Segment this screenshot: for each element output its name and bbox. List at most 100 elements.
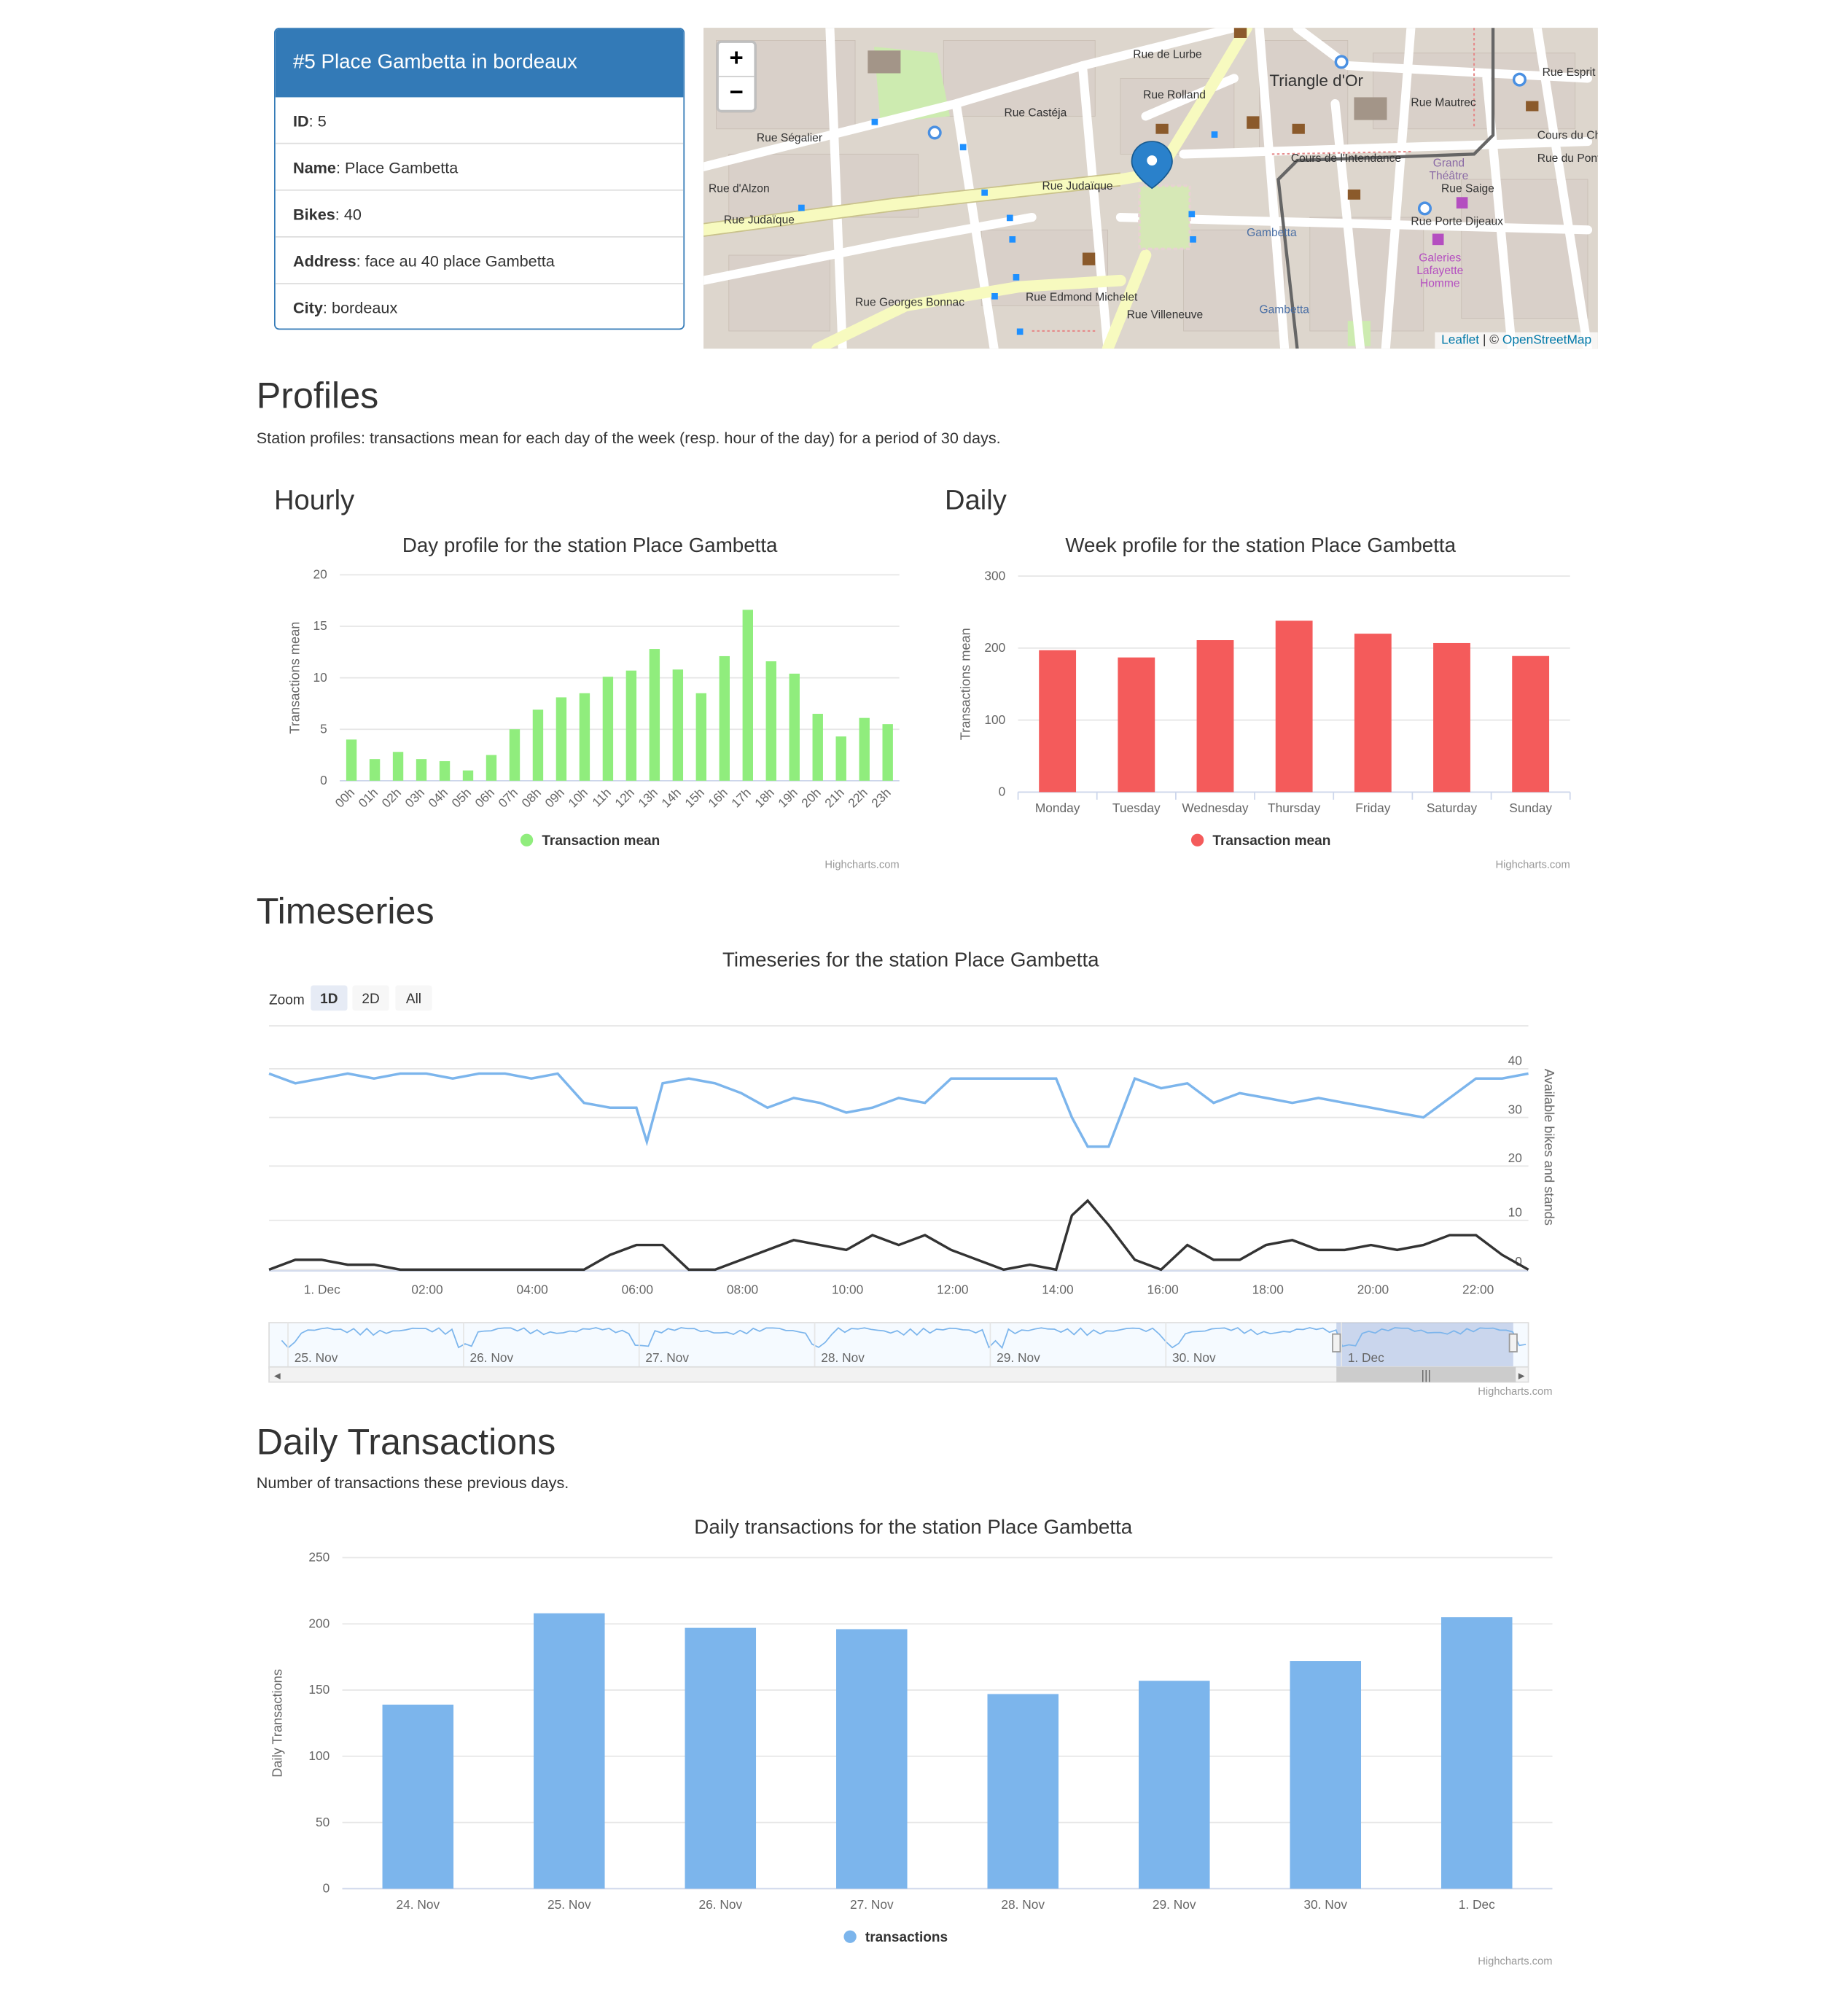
navigator-handle-left bbox=[1332, 1333, 1341, 1352]
map-label: Rue Georges Bonnac bbox=[855, 295, 965, 308]
x-tick-label: 00h bbox=[332, 785, 358, 811]
bar bbox=[486, 755, 497, 781]
map-zoom-control: + − bbox=[716, 40, 757, 113]
navigator-label: 25. Nov bbox=[295, 1350, 338, 1365]
bar bbox=[835, 736, 846, 781]
y-tick-label: 250 bbox=[308, 1550, 330, 1565]
bar bbox=[532, 709, 544, 781]
map-label: Rue Edmond Michelet bbox=[1025, 290, 1138, 303]
y-tick-label: 0 bbox=[999, 785, 1006, 799]
x-tick-label: 10h bbox=[565, 785, 590, 811]
zoom-1d-button[interactable]: 1D bbox=[311, 985, 348, 1011]
credits: Highcharts.com bbox=[824, 859, 899, 871]
x-tick-label: 18h bbox=[752, 785, 777, 811]
map-label: Rue Rolland bbox=[1143, 88, 1206, 101]
field-city: City: bordeaux bbox=[292, 299, 398, 317]
navigator-label: 29. Nov bbox=[997, 1350, 1040, 1365]
daily-heading: Daily bbox=[945, 483, 1007, 515]
zoom-all-button[interactable]: All bbox=[395, 985, 432, 1011]
daily-transactions-chart: Daily transactions for the station Place… bbox=[257, 1506, 1570, 1973]
map-label: Rue du Pont bbox=[1537, 151, 1598, 165]
bar bbox=[719, 655, 730, 781]
x-tick-label: 13h bbox=[635, 785, 660, 811]
navigator-label: 26. Nov bbox=[470, 1350, 514, 1365]
map-label: Galeries Lafayette Homme bbox=[1416, 251, 1464, 289]
legend-marker bbox=[520, 833, 534, 846]
map-label: Rue de Lurbe bbox=[1133, 47, 1202, 61]
station-map[interactable]: Rue de Lurbe Rue Rolland Rue Castéja Rue… bbox=[703, 28, 1598, 349]
x-tick-label: 29. Nov bbox=[1153, 1897, 1196, 1912]
bar bbox=[579, 693, 590, 781]
y-tick-label: 200 bbox=[308, 1616, 330, 1630]
hourly-heading: Hourly bbox=[273, 483, 355, 515]
y-tick-label: 10 bbox=[313, 670, 327, 685]
x-tick-label: 24. Nov bbox=[396, 1897, 440, 1912]
zoom-2d-button[interactable]: 2D bbox=[352, 985, 389, 1011]
bar bbox=[1118, 657, 1155, 793]
y-tick-label: 300 bbox=[984, 568, 1005, 583]
x-tick-label: Wednesday bbox=[1182, 801, 1248, 815]
x-tick-label: 23h bbox=[868, 785, 894, 811]
bar bbox=[369, 759, 381, 781]
leaflet-link[interactable]: Leaflet bbox=[1441, 333, 1480, 348]
x-tick-label: Monday bbox=[1035, 801, 1080, 815]
x-tick-label: 25. Nov bbox=[547, 1897, 591, 1912]
map-label: Rue Mautrec bbox=[1411, 96, 1476, 109]
scroll-right-icon: ▸ bbox=[1518, 1368, 1525, 1382]
navigator-label: 27. Nov bbox=[645, 1350, 689, 1365]
map-label: Gambetta bbox=[1247, 226, 1297, 239]
map-label: Grand Théâtre bbox=[1429, 156, 1469, 182]
map-label: Rue Villeneuve bbox=[1126, 308, 1204, 322]
legend-label: Transaction mean bbox=[542, 833, 660, 849]
osm-link[interactable]: OpenStreetMap bbox=[1502, 333, 1592, 348]
bar bbox=[509, 729, 521, 781]
x-tick-label: 03h bbox=[402, 785, 427, 811]
map-label: Rue Saige bbox=[1441, 182, 1494, 195]
bar bbox=[1354, 634, 1392, 793]
navigator-selection bbox=[1336, 1323, 1513, 1369]
legend-label: Transaction mean bbox=[1212, 833, 1330, 849]
x-tick-label: 18:00 bbox=[1252, 1282, 1284, 1296]
legend-marker bbox=[843, 1930, 857, 1943]
credits: Highcharts.com bbox=[1478, 1386, 1552, 1398]
y-tick-label: 5 bbox=[320, 721, 327, 736]
x-tick-label: 21h bbox=[822, 785, 847, 811]
bar bbox=[1196, 640, 1234, 793]
x-tick-label: 16:00 bbox=[1147, 1282, 1178, 1296]
bar bbox=[346, 739, 357, 781]
field-name: Name: Place Gambetta bbox=[275, 144, 684, 191]
station-title: #5 Place Gambetta in bordeaux bbox=[275, 28, 684, 98]
bar bbox=[462, 770, 474, 781]
map-attribution: Leaflet | © OpenStreetMap bbox=[1435, 332, 1598, 349]
bar bbox=[836, 1629, 908, 1889]
map-label: Rue Ségalier bbox=[756, 131, 823, 144]
y-tick-label: 150 bbox=[308, 1682, 330, 1697]
map-label: Cours du Ch bbox=[1537, 128, 1598, 142]
legend-marker bbox=[1190, 833, 1204, 846]
bar bbox=[672, 669, 684, 781]
map-label: Gambetta bbox=[1259, 303, 1309, 316]
y-axis-label: Available bikes and stands bbox=[1542, 1069, 1556, 1226]
x-tick-label: 11h bbox=[589, 785, 614, 810]
bar bbox=[1039, 650, 1077, 793]
x-tick-label: Saturday bbox=[1427, 801, 1478, 815]
legend-label: transactions bbox=[865, 1930, 948, 1945]
bar bbox=[416, 759, 427, 781]
x-tick-label: 22:00 bbox=[1462, 1282, 1494, 1296]
profiles-description: Station profiles: transactions mean for … bbox=[256, 429, 1001, 448]
x-tick-label: 02h bbox=[379, 785, 405, 811]
station-marker-icon bbox=[1131, 141, 1173, 190]
series-line-transactions bbox=[268, 1199, 1529, 1272]
x-tick-label: 27. Nov bbox=[850, 1897, 894, 1912]
bar bbox=[765, 661, 776, 781]
y-tick-label: 10 bbox=[1508, 1205, 1522, 1220]
x-tick-label: 19h bbox=[775, 785, 800, 811]
bar bbox=[859, 717, 870, 781]
x-tick-label: 06h bbox=[472, 785, 497, 811]
x-tick-label: 08:00 bbox=[727, 1282, 758, 1296]
zoom-out-button[interactable]: − bbox=[729, 79, 744, 106]
zoom-in-button[interactable]: + bbox=[718, 43, 755, 77]
x-tick-label: 04h bbox=[425, 785, 451, 811]
bar bbox=[685, 1627, 757, 1889]
bar bbox=[649, 649, 660, 781]
